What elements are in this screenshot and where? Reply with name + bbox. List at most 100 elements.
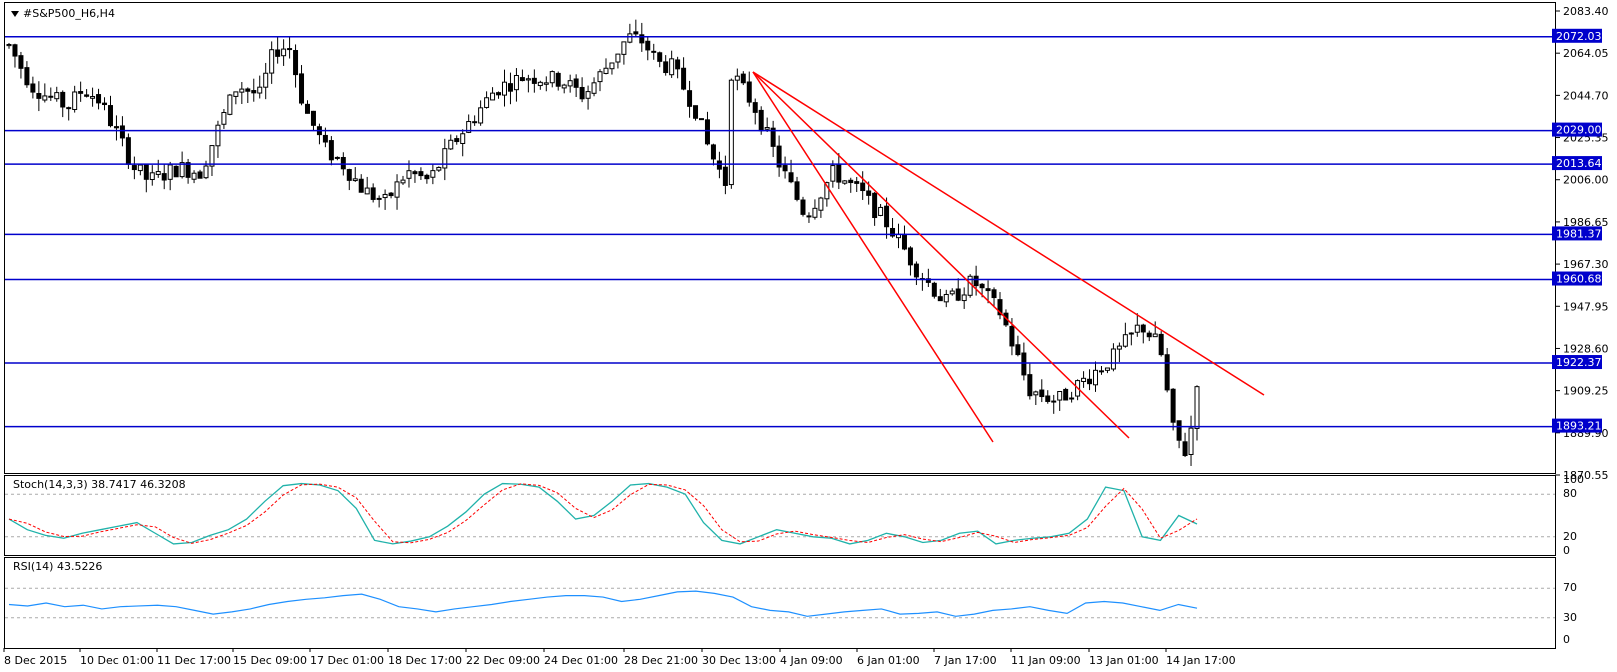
chart-title[interactable]: #S&P500_H6,H4 — [11, 7, 115, 20]
candle-bear — [663, 61, 669, 74]
level-label: 1960.68 — [1556, 273, 1602, 286]
candle-bull — [209, 145, 215, 167]
candle-bear — [412, 171, 418, 175]
candlesticks — [6, 19, 1200, 466]
candle-bear — [1039, 389, 1045, 398]
candle-bull — [549, 71, 555, 84]
candle-bull — [842, 180, 848, 184]
candle-bull — [484, 97, 490, 108]
stoch-axis-label: 0 — [1563, 544, 1570, 557]
candle-bear — [848, 179, 854, 184]
candle-bear — [60, 91, 66, 108]
candle-bull — [830, 165, 836, 182]
candle-bull — [728, 79, 734, 186]
time-axis-label: 24 Dec 01:00 — [544, 654, 618, 667]
candle-bear — [275, 49, 281, 57]
candle-bear — [955, 288, 961, 301]
candle-bull — [382, 193, 388, 199]
candle-bear — [418, 171, 424, 177]
candle-bear — [991, 289, 997, 299]
candle-bear — [304, 103, 310, 114]
candle-bull — [233, 91, 239, 97]
candle-bear — [119, 125, 125, 139]
candle-bull — [1110, 348, 1116, 370]
candle-bear — [36, 92, 42, 99]
candle-bull — [1057, 391, 1063, 401]
candle-bull — [1122, 334, 1128, 347]
price-axis-label: 1928.60 — [1563, 342, 1609, 355]
candle-bull — [257, 86, 263, 94]
time-axis-label: 6 Jan 01:00 — [857, 654, 920, 667]
candle-bear — [78, 91, 84, 94]
rsi-title: RSI(14) 43.5226 — [11, 560, 105, 573]
candle-bear — [645, 40, 651, 51]
stochastic-pane[interactable]: Stoch(14,3,3) 38.7417 46.3208 — [4, 475, 1556, 556]
candle-bull — [1093, 369, 1099, 386]
trend-line — [752, 71, 1130, 439]
price-axis-label: 2006.00 — [1563, 174, 1609, 187]
stoch-signal-line — [8, 483, 1198, 544]
candle-bear — [1027, 374, 1033, 397]
candle-bear — [376, 197, 382, 200]
candle-bull — [269, 49, 275, 74]
candle-bear — [782, 165, 788, 172]
candle-bear — [1045, 395, 1051, 402]
candle-bear — [693, 105, 699, 119]
candle-bull — [1188, 427, 1194, 455]
stoch-axis-label: 100 — [1563, 473, 1584, 486]
price-axis-label: 1889.90 — [1563, 427, 1609, 440]
candle-bear — [651, 50, 657, 53]
candle-bull — [179, 162, 185, 178]
candle-bear — [800, 199, 806, 215]
candle-bull — [764, 127, 770, 130]
candle-bear — [472, 121, 478, 124]
candle-bull — [561, 84, 567, 89]
price-axis-label: 2083.40 — [1563, 5, 1609, 18]
chevron-down-icon[interactable] — [11, 11, 19, 17]
time-axis-label: 18 Dec 17:00 — [388, 654, 462, 667]
candle-bull — [961, 294, 967, 302]
candle-bull — [460, 133, 466, 144]
level-label-box — [1552, 355, 1602, 370]
candle-bull — [263, 72, 269, 88]
rsi-pane[interactable]: RSI(14) 43.5226 — [4, 557, 1556, 649]
candle-bear — [884, 205, 890, 228]
candle-bull — [227, 94, 233, 115]
candle-bear — [12, 44, 18, 57]
level-label: 1893.21 — [1556, 420, 1602, 433]
candle-bull — [203, 165, 209, 179]
candle-bull — [442, 148, 448, 169]
candle-bull — [621, 41, 627, 55]
stoch-main-line — [8, 482, 1198, 545]
candle-bull — [585, 91, 591, 99]
candle-bear — [860, 182, 866, 192]
price-chart-pane[interactable]: #S&P500_H6,H4 — [4, 2, 1556, 474]
level-label: 1981.37 — [1556, 227, 1602, 240]
candle-bear — [770, 127, 776, 147]
candle-bear — [788, 172, 794, 183]
candle-bull — [597, 71, 603, 83]
candle-bear — [836, 164, 842, 183]
time-axis-label: 22 Dec 09:00 — [466, 654, 540, 667]
candle-bear — [143, 164, 149, 180]
price-axis-label: 2064.05 — [1563, 47, 1609, 60]
candle-bull — [615, 53, 621, 63]
candle-bear — [639, 34, 645, 44]
time-axis-label: 4 Jan 09:00 — [780, 654, 843, 667]
candle-bull — [239, 88, 245, 93]
time-axis-label: 11 Dec 17:00 — [157, 654, 231, 667]
candle-bear — [388, 192, 394, 197]
candle-bear — [328, 140, 334, 161]
candle-bull — [609, 62, 615, 70]
stoch-axis-label: 20 — [1563, 530, 1577, 543]
candle-bear — [985, 288, 991, 292]
level-label-box — [1552, 226, 1602, 241]
candle-bull — [1033, 391, 1039, 396]
candle-bear — [245, 88, 251, 92]
rsi-axis-label: 30 — [1563, 611, 1577, 624]
candle-bear — [1087, 378, 1093, 385]
candle-bull — [191, 172, 197, 180]
candle-bull — [543, 82, 549, 85]
candle-bear — [1140, 324, 1146, 333]
time-axis-label: 10 Dec 01:00 — [80, 654, 154, 667]
